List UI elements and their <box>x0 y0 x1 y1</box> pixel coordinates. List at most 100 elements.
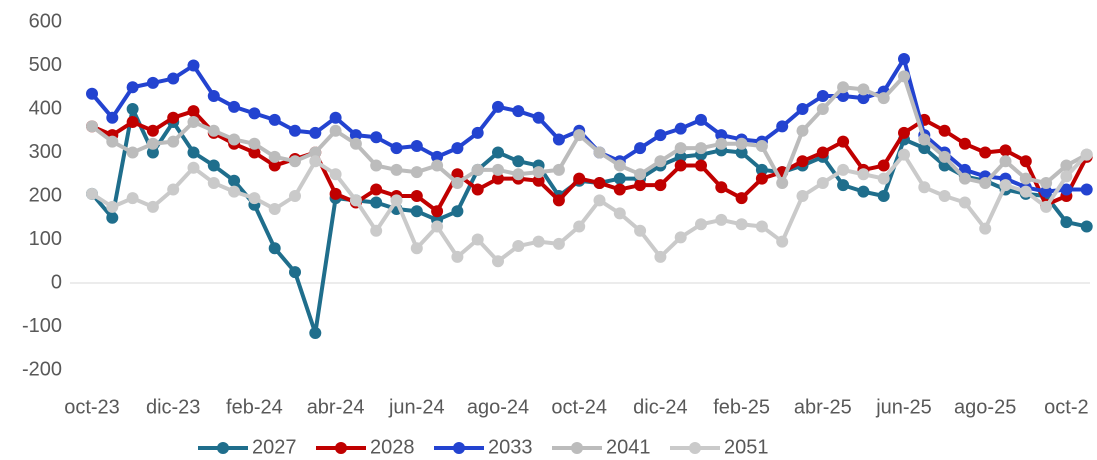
point <box>492 100 504 113</box>
point <box>979 222 992 235</box>
point <box>837 81 850 94</box>
point <box>289 124 301 137</box>
point <box>735 137 748 150</box>
point <box>106 200 119 213</box>
point <box>451 168 464 181</box>
legend-marker <box>217 442 229 454</box>
point <box>370 159 383 172</box>
point <box>431 150 444 163</box>
point <box>410 190 423 202</box>
point <box>248 107 261 120</box>
point <box>309 146 322 159</box>
point <box>857 83 870 96</box>
point <box>674 122 687 135</box>
point <box>410 242 423 255</box>
point <box>1060 159 1073 172</box>
point <box>695 218 707 231</box>
point <box>613 172 626 185</box>
x-tick-label: feb-24 <box>226 396 283 418</box>
point <box>370 196 383 209</box>
point <box>634 142 647 155</box>
point <box>471 126 484 139</box>
point <box>451 176 464 189</box>
point <box>248 192 261 205</box>
point <box>289 155 301 168</box>
point <box>126 81 139 94</box>
point <box>877 92 890 105</box>
point <box>187 59 200 72</box>
series-line <box>90 152 1089 264</box>
point <box>431 205 444 218</box>
legend-label: 2051 <box>724 436 769 458</box>
legend-label: 2041 <box>606 436 651 458</box>
point <box>228 174 241 187</box>
point <box>776 235 789 248</box>
point <box>1019 185 1032 198</box>
point <box>898 126 910 139</box>
point <box>1040 185 1053 198</box>
point <box>86 187 98 200</box>
point <box>187 105 200 118</box>
point <box>796 103 809 115</box>
point <box>755 172 768 185</box>
point <box>532 235 545 248</box>
point <box>329 111 342 124</box>
x-tick-label: ago-24 <box>467 396 529 418</box>
point <box>898 70 910 83</box>
point <box>329 187 342 200</box>
y-tick-label: 600 <box>29 10 62 32</box>
x-tick-label: oct-23 <box>64 396 120 418</box>
point <box>390 194 403 207</box>
point <box>796 190 809 202</box>
legend-marker <box>571 442 583 454</box>
point <box>1080 220 1093 233</box>
point <box>938 124 951 137</box>
point <box>816 146 829 159</box>
point <box>370 131 383 144</box>
point <box>309 155 322 168</box>
point <box>492 255 504 268</box>
point <box>451 205 464 218</box>
point <box>837 179 850 192</box>
point <box>146 137 159 150</box>
point <box>593 194 606 207</box>
point <box>654 129 667 142</box>
point <box>248 146 261 159</box>
point <box>471 233 484 246</box>
point <box>796 155 809 168</box>
point <box>958 196 971 209</box>
point <box>329 168 342 181</box>
point <box>552 163 565 176</box>
point <box>552 194 565 207</box>
point <box>857 168 870 181</box>
point <box>755 163 768 176</box>
point <box>268 150 281 163</box>
x-tick-label: dic-23 <box>146 396 200 418</box>
point <box>126 116 139 129</box>
point <box>207 89 220 102</box>
point <box>146 146 159 159</box>
point <box>837 163 850 176</box>
point <box>674 159 687 172</box>
y-tick-label: 500 <box>29 54 62 76</box>
point <box>695 159 707 172</box>
point <box>167 111 180 124</box>
point <box>106 135 119 148</box>
point <box>1040 176 1053 189</box>
point <box>207 124 220 137</box>
point <box>735 146 748 159</box>
point <box>126 103 139 115</box>
point <box>593 146 606 159</box>
point <box>349 137 362 150</box>
y-tick-label: 100 <box>29 228 62 250</box>
point <box>532 111 545 124</box>
point <box>816 89 829 102</box>
point <box>532 166 545 179</box>
point <box>857 92 870 105</box>
point <box>552 237 565 250</box>
x-tick-label: abr-24 <box>307 396 365 418</box>
point <box>877 190 890 202</box>
point <box>715 129 728 142</box>
